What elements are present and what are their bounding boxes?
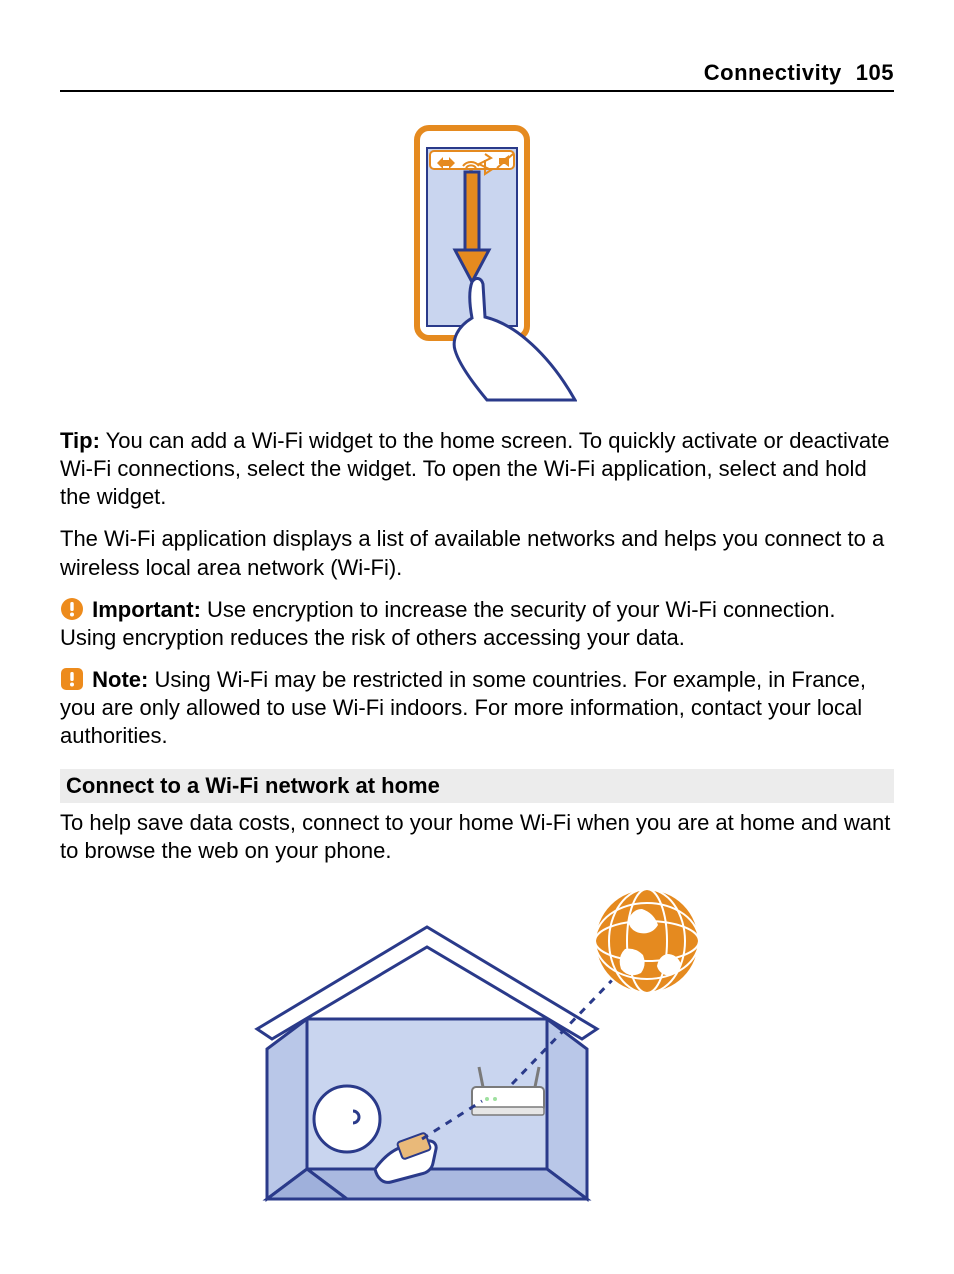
tip-text: You can add a Wi-Fi widget to the home s…	[60, 428, 890, 509]
figure-swipe-down	[60, 122, 894, 407]
home-wifi-illustration	[247, 879, 707, 1209]
tip-label: Tip:	[60, 428, 100, 453]
phone-swipe-illustration	[377, 122, 577, 402]
tip-paragraph: Tip: You can add a Wi-Fi widget to the h…	[60, 427, 894, 511]
important-icon	[60, 597, 84, 621]
section-body: To help save data costs, connect to your…	[60, 809, 894, 865]
note-text: Using Wi-Fi may be restricted in some co…	[60, 667, 866, 748]
figure-home-wifi	[60, 879, 894, 1214]
section-heading: Connect to a Wi-Fi network at home	[60, 769, 894, 803]
note-icon	[60, 667, 84, 691]
header-section: Connectivity	[704, 60, 842, 85]
important-paragraph: Important: Use encryption to increase th…	[60, 596, 894, 652]
page-header: Connectivity 105	[60, 60, 894, 92]
header-page-number: 105	[856, 60, 894, 85]
note-paragraph: Note: Using Wi-Fi may be restricted in s…	[60, 666, 894, 750]
important-label: Important:	[92, 597, 201, 622]
wifi-app-paragraph: The Wi-Fi application displays a list of…	[60, 525, 894, 581]
note-label: Note:	[92, 667, 148, 692]
